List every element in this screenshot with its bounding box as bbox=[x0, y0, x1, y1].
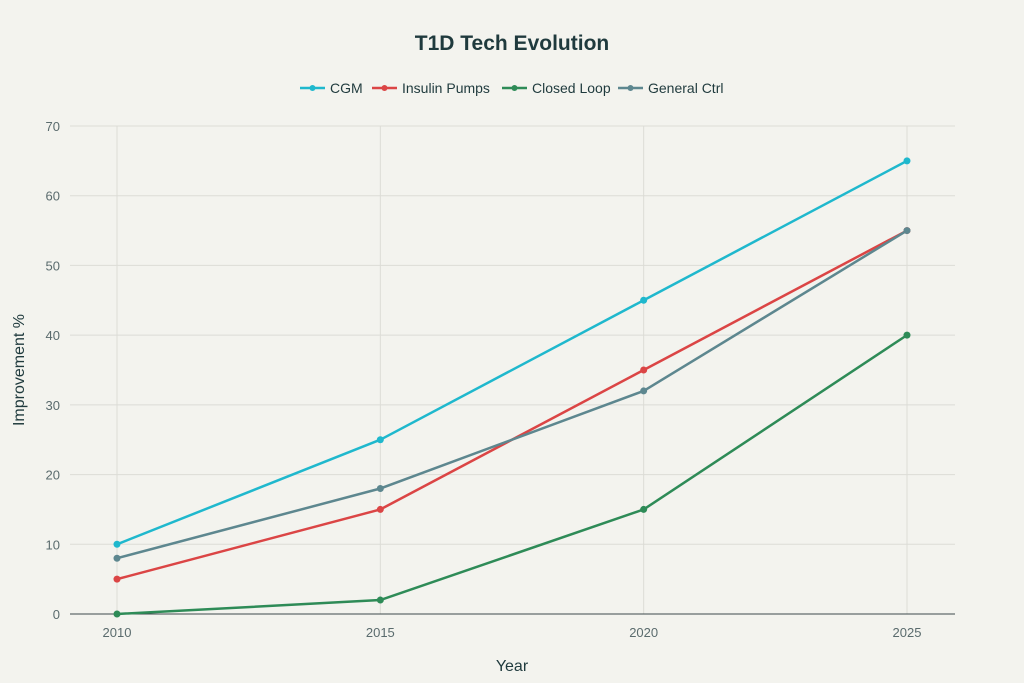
data-point bbox=[903, 227, 911, 235]
series-cgm bbox=[113, 157, 911, 548]
data-point bbox=[376, 485, 384, 493]
x-tick-label: 2025 bbox=[893, 625, 922, 640]
x-tick-label: 2015 bbox=[366, 625, 395, 640]
y-tick-label: 30 bbox=[46, 398, 60, 413]
data-point bbox=[640, 296, 648, 304]
series-lines bbox=[113, 157, 911, 618]
data-point bbox=[113, 540, 121, 548]
x-tick-label: 2010 bbox=[103, 625, 132, 640]
y-axis-label: Improvement % bbox=[11, 314, 28, 426]
data-point bbox=[376, 505, 384, 513]
legend-item: General Ctrl bbox=[618, 80, 723, 96]
y-tick-label: 0 bbox=[53, 607, 60, 622]
chart-title: T1D Tech Evolution bbox=[415, 32, 609, 55]
legend: CGM Insulin Pumps Closed Loop General Ctrl bbox=[300, 80, 723, 96]
legend-item: Closed Loop bbox=[502, 80, 611, 96]
data-point bbox=[640, 505, 648, 513]
legend-item: CGM bbox=[300, 80, 363, 96]
data-point bbox=[113, 554, 121, 562]
tick-labels: 0 10 20 30 40 50 60 70 2010 2015 2020 2025 bbox=[46, 119, 922, 640]
series-line bbox=[116, 229, 908, 560]
y-tick-label: 10 bbox=[46, 537, 60, 552]
legend-label: Closed Loop bbox=[532, 80, 611, 96]
y-tick-label: 50 bbox=[46, 258, 60, 273]
y-tick-label: 40 bbox=[46, 328, 60, 343]
data-point bbox=[376, 436, 384, 444]
legend-marker bbox=[381, 85, 388, 91]
legend-label: General Ctrl bbox=[648, 80, 723, 96]
data-point bbox=[903, 157, 911, 165]
y-tick-label: 20 bbox=[46, 468, 60, 483]
data-point bbox=[640, 366, 648, 374]
x-axis-label: Year bbox=[496, 658, 529, 675]
data-point bbox=[113, 610, 121, 618]
series-closed-loop bbox=[113, 331, 911, 618]
data-point bbox=[376, 596, 384, 604]
legend-marker bbox=[627, 85, 634, 91]
legend-label: Insulin Pumps bbox=[402, 80, 490, 96]
legend-marker bbox=[309, 85, 316, 91]
data-point bbox=[113, 575, 121, 583]
legend-item: Insulin Pumps bbox=[372, 80, 490, 96]
grid bbox=[70, 125, 955, 615]
legend-label: CGM bbox=[330, 80, 363, 96]
y-tick-label: 60 bbox=[46, 189, 60, 204]
x-tick-label: 2020 bbox=[629, 625, 658, 640]
series-line bbox=[116, 159, 908, 546]
series-line bbox=[116, 334, 908, 616]
data-point bbox=[903, 331, 911, 339]
y-tick-label: 70 bbox=[46, 119, 60, 134]
data-point bbox=[640, 387, 648, 395]
legend-marker bbox=[511, 85, 518, 91]
series-general-ctrl bbox=[113, 227, 911, 562]
